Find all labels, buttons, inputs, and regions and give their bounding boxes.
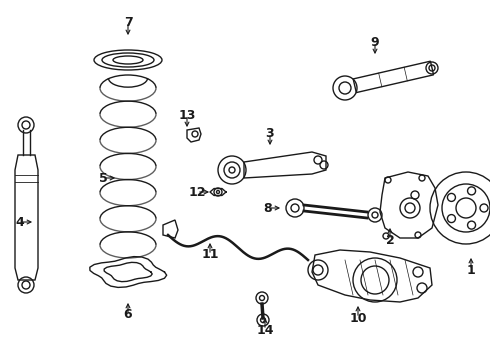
Text: 9: 9 — [371, 36, 379, 49]
Text: 14: 14 — [256, 324, 274, 337]
Text: 12: 12 — [188, 185, 206, 198]
Text: 5: 5 — [98, 171, 107, 185]
Text: 3: 3 — [266, 126, 274, 140]
Text: 8: 8 — [264, 202, 272, 215]
Text: 2: 2 — [386, 234, 394, 247]
Text: 1: 1 — [466, 264, 475, 276]
Text: 13: 13 — [178, 108, 196, 122]
Text: 10: 10 — [349, 311, 367, 324]
Text: 11: 11 — [201, 248, 219, 261]
Text: 6: 6 — [123, 309, 132, 321]
Text: 7: 7 — [123, 15, 132, 28]
Text: 4: 4 — [16, 216, 24, 229]
